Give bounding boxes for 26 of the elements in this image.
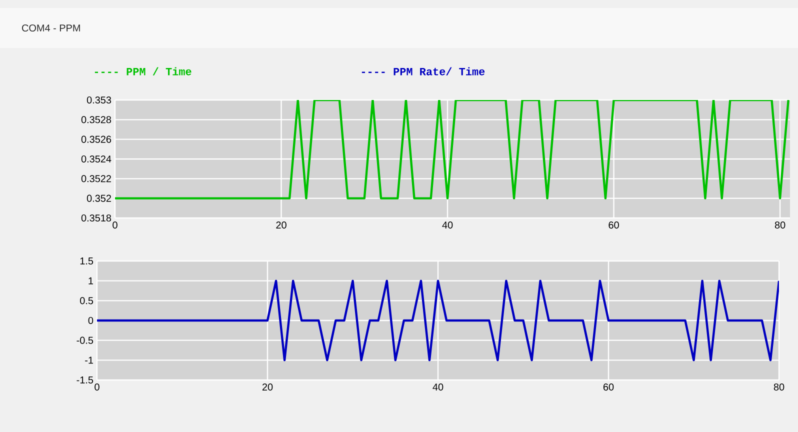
chart-title: COM4 - PPM xyxy=(22,24,80,32)
y-tick-label: -1.5 xyxy=(76,376,94,384)
y-tick-label: 1.5 xyxy=(80,258,94,264)
y-tick-label: 0.3528 xyxy=(81,116,112,124)
x-tick-label: 40 xyxy=(432,384,444,391)
y-tick-label: 0.3518 xyxy=(81,214,112,222)
x-tick-label: 20 xyxy=(276,222,286,229)
x-tick-label: 80 xyxy=(774,222,786,229)
y-tick-label: 0.3524 xyxy=(81,155,112,163)
y-tick-label: 0 xyxy=(88,316,94,324)
y-tick-label: 1 xyxy=(88,277,94,284)
x-tick-label: 20 xyxy=(262,384,273,391)
y-tick-label: 0.353 xyxy=(86,96,112,104)
x-tick-label: 0 xyxy=(112,222,118,229)
y-tick-label: 0.352 xyxy=(86,194,111,202)
y-tick-label: -0.5 xyxy=(76,336,94,344)
text: ---- PPM Rate/ Time xyxy=(362,67,485,76)
y-tick-label: 0.3522 xyxy=(81,175,111,182)
x-tick-label: 80 xyxy=(774,384,784,391)
y-tick-label: -1 xyxy=(85,356,94,364)
x-tick-label: 60 xyxy=(608,222,619,229)
x-tick-label: 60 xyxy=(603,384,614,391)
y-tick-label: 0.5 xyxy=(80,297,94,304)
y-tick-label: 0.3526 xyxy=(81,136,112,143)
x-tick-label: 40 xyxy=(442,222,453,229)
text: ---- PPM / Time xyxy=(94,67,192,76)
